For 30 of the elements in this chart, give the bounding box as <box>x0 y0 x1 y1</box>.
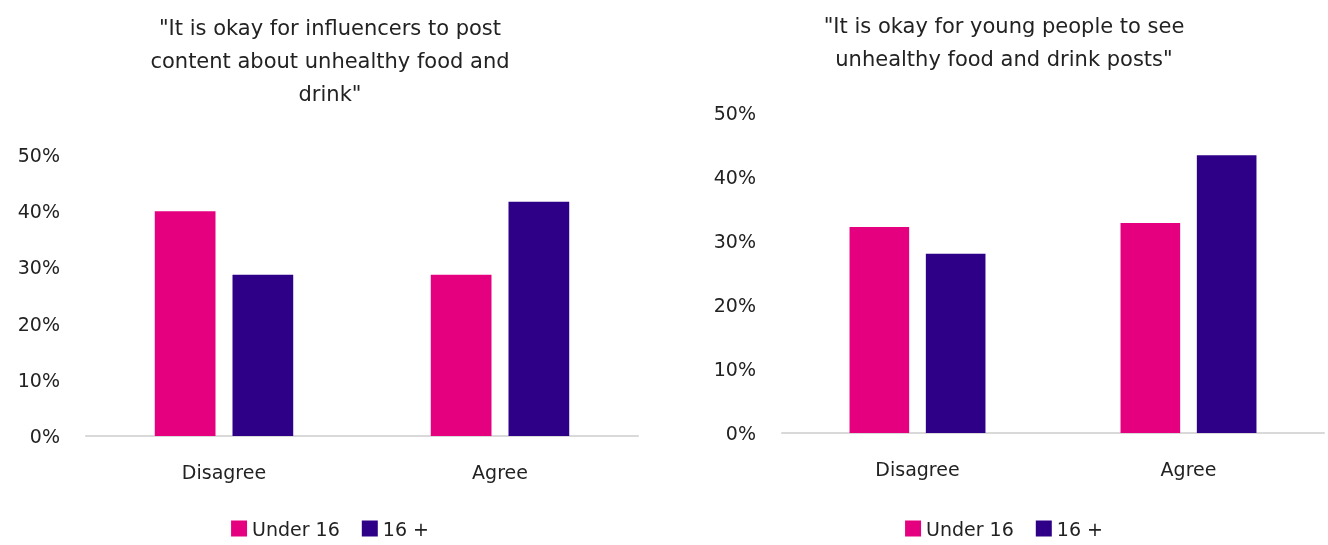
y-tick-label: 50% <box>713 102 756 124</box>
chart-title: "It is okay for influencers to post content about unhealthy food and drink" <box>150 15 510 106</box>
y-tick-label: 0% <box>725 422 756 444</box>
x-tick-label: Agree <box>472 460 528 483</box>
y-tick-label: 50% <box>17 144 60 166</box>
legend-label: 16 + <box>382 517 429 540</box>
legend-label: Under 16 <box>926 517 1014 540</box>
y-tick-label: 30% <box>713 230 756 252</box>
x-tick-label: Disagree <box>181 460 267 483</box>
y-tick-label: 40% <box>713 166 756 188</box>
x-tick-label: Disagree <box>875 457 960 480</box>
chart-title: "It is okay for young people to see unhealthy food and drink posts" <box>823 13 1185 71</box>
y-tick-label: 0% <box>29 425 60 447</box>
y-tick-label: 10% <box>17 368 60 391</box>
legend-label: Under 16 <box>252 517 340 540</box>
y-tick-label: 40% <box>17 200 60 223</box>
bar <box>154 211 216 436</box>
x-tick-label: Agree <box>1160 457 1217 480</box>
bar <box>232 274 294 436</box>
bar <box>925 253 986 433</box>
bar <box>430 274 492 436</box>
bar <box>849 226 910 433</box>
y-tick-label: 30% <box>17 256 60 279</box>
y-tick-label: 20% <box>713 294 756 316</box>
bar <box>1120 223 1181 433</box>
bar <box>508 201 570 436</box>
legend-label: 16 + <box>1056 517 1103 540</box>
bar <box>1196 155 1257 433</box>
y-tick-label: 10% <box>713 358 756 380</box>
y-tick-label: 20% <box>17 312 60 335</box>
